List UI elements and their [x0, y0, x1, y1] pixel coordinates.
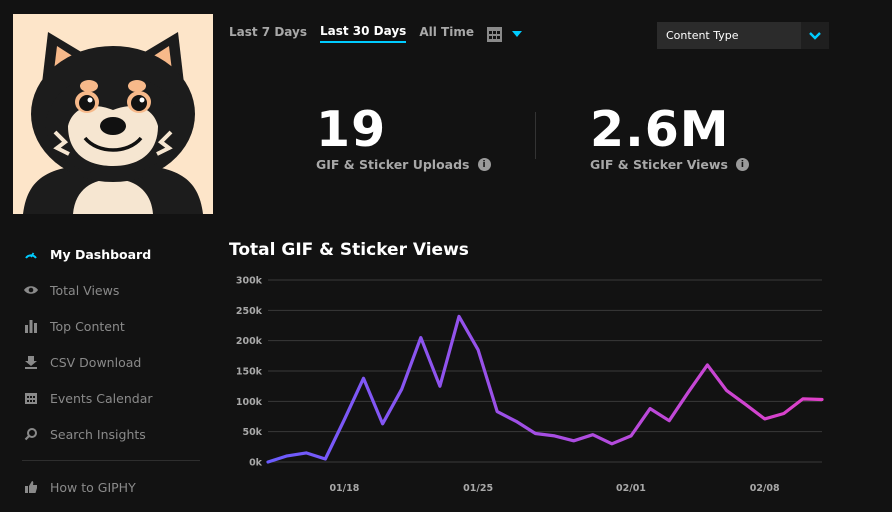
x-tick-label: 02/01	[616, 483, 646, 494]
views-value: 2.6M	[590, 101, 730, 158]
sidebar-item-label: Top Content	[50, 318, 125, 334]
sidebar-item-how-to-giphy[interactable]: How to GIPHY	[22, 469, 212, 505]
sidebar-item-my-dashboard[interactable]: My Dashboard	[22, 236, 212, 272]
sidebar-item-label: Search Insights	[50, 426, 146, 442]
x-tick-label: 01/18	[329, 483, 359, 494]
sidebar-item-total-views[interactable]: Total Views	[22, 272, 212, 308]
info-icon[interactable]: i	[477, 158, 491, 171]
date-picker-button[interactable]	[486, 26, 523, 42]
y-tick-label: 200k	[236, 336, 263, 347]
shiba-dog-avatar-icon	[13, 14, 213, 214]
content-type-label: Content Type	[666, 29, 739, 42]
sidebar-item-events-calendar[interactable]: Events Calendar	[22, 380, 212, 416]
x-tick-label: 02/08	[750, 483, 780, 494]
sidebar-item-top-content[interactable]: Top Content	[22, 308, 212, 344]
series-line	[266, 314, 824, 464]
y-tick-label: 0k	[249, 458, 263, 469]
calendar-icon	[486, 26, 502, 42]
sidebar-item-label: How to GIPHY	[50, 479, 136, 495]
y-tick-label: 300k	[236, 276, 263, 287]
thumbs-up-icon	[22, 478, 40, 496]
caret-down-icon	[511, 30, 522, 37]
sidebar-item-label: My Dashboard	[50, 246, 152, 262]
sidebar-divider	[22, 460, 200, 461]
y-tick-label: 150k	[236, 367, 263, 378]
sidebar-item-label: Events Calendar	[50, 390, 153, 406]
date-range-tabs: Last 7 Days Last 30 Days All Time	[229, 24, 523, 43]
views-line-chart: 0k 50k 100k 150k 200k 250k 300k 01/18 01/25 02/0…	[236, 276, 824, 494]
chart-title: Total GIF & Sticker Views	[229, 240, 469, 260]
y-tick-label: 100k	[236, 397, 263, 408]
info-icon[interactable]: i	[735, 158, 749, 171]
calendar-icon	[22, 389, 40, 407]
content-type-select[interactable]: Content Type	[657, 22, 829, 49]
tab-last-30-days[interactable]: Last 30 Days	[319, 24, 407, 43]
uploads-stat: 19 GIF & Sticker Uploads i	[316, 104, 491, 172]
views-label: GIF & Sticker Views i	[590, 157, 749, 172]
chevron-down-icon	[801, 22, 829, 49]
gauge-icon	[22, 245, 40, 263]
uploads-label-text: GIF & Sticker Uploads	[316, 157, 470, 172]
y-tick-label: 50k	[242, 427, 262, 438]
views-label-text: GIF & Sticker Views	[590, 157, 728, 172]
download-icon	[22, 353, 40, 371]
x-tick-label: 01/25	[463, 483, 493, 494]
tab-last-7-days[interactable]: Last 7 Days	[229, 25, 307, 39]
tab-all-time[interactable]: All Time	[419, 25, 474, 39]
avatar[interactable]	[13, 14, 213, 214]
uploads-label: GIF & Sticker Uploads i	[316, 157, 491, 172]
sidebar-item-search-insights[interactable]: Search Insights	[22, 416, 212, 452]
sidebar-item-csv-download[interactable]: CSV Download	[22, 344, 212, 380]
uploads-value: 19	[316, 101, 387, 158]
eye-icon	[22, 281, 40, 299]
search-icon	[22, 425, 40, 443]
bar-chart-icon	[22, 317, 40, 335]
sidebar-item-label: Total Views	[50, 282, 120, 298]
stat-divider	[535, 112, 536, 159]
sidebar: My Dashboard Total Views Top Content CSV…	[22, 236, 212, 505]
sidebar-item-label: CSV Download	[50, 354, 142, 370]
views-stat: 2.6M GIF & Sticker Views i	[590, 104, 749, 172]
y-tick-label: 250k	[236, 306, 263, 317]
